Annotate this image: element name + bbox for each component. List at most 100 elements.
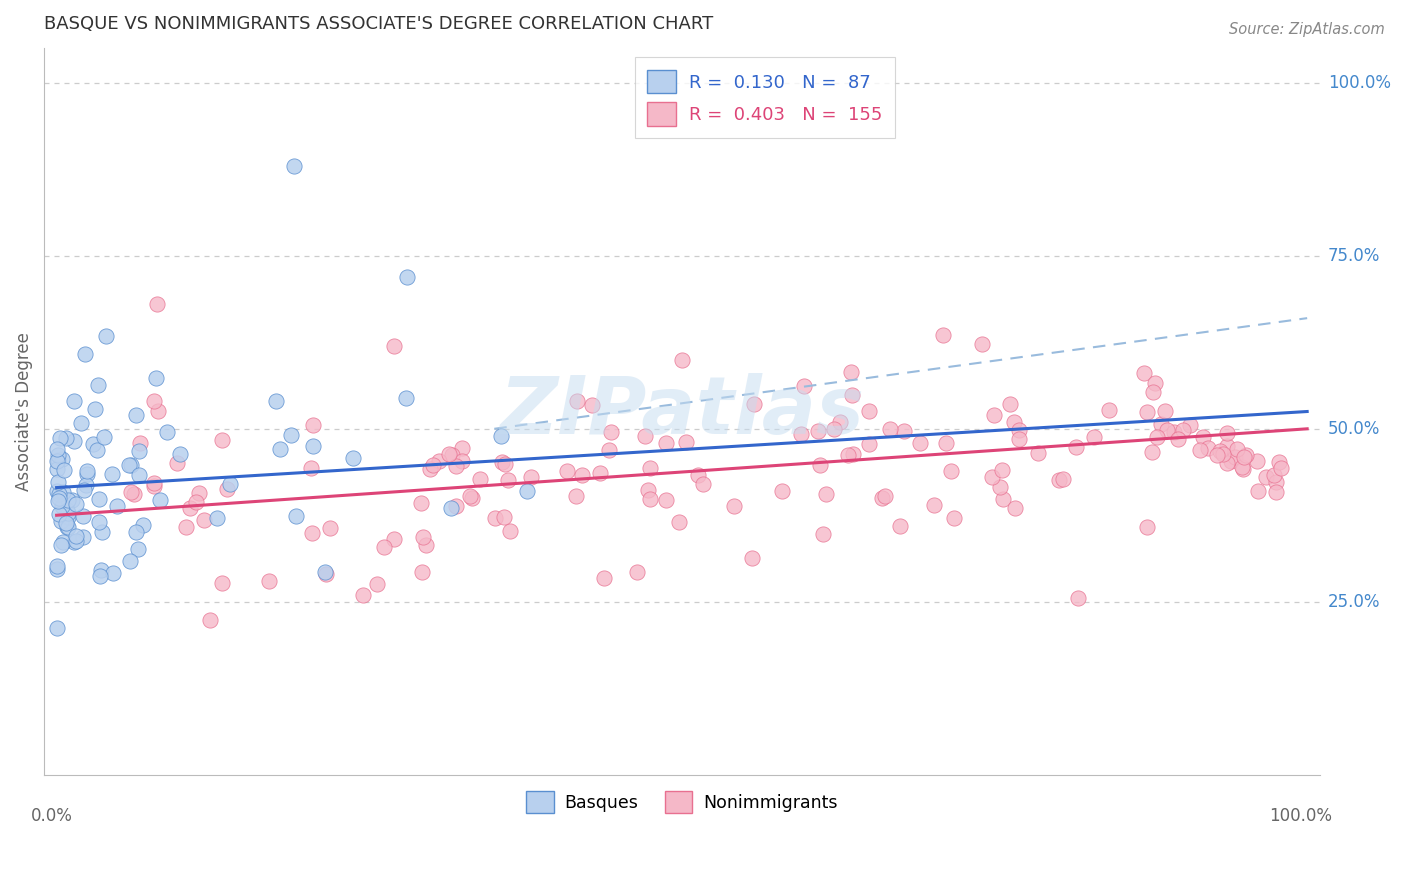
Point bbox=[841, 387, 863, 401]
Point bbox=[640, 460, 662, 475]
Point bbox=[87, 377, 110, 392]
Point bbox=[828, 415, 851, 429]
Point bbox=[342, 450, 364, 465]
Point bbox=[105, 499, 128, 513]
Point bbox=[125, 525, 148, 540]
Point bbox=[1246, 483, 1268, 498]
Point bbox=[198, 613, 221, 627]
Point bbox=[875, 489, 897, 503]
Point bbox=[63, 434, 86, 448]
Point bbox=[58, 506, 80, 520]
Point bbox=[565, 489, 588, 503]
Point bbox=[1156, 423, 1178, 437]
Text: 100.0%: 100.0% bbox=[1270, 807, 1333, 825]
Point bbox=[675, 435, 697, 450]
Point bbox=[980, 469, 1002, 483]
Point bbox=[120, 485, 142, 500]
Point bbox=[280, 428, 302, 442]
Point bbox=[48, 491, 70, 505]
Point bbox=[49, 514, 72, 528]
Point bbox=[1216, 456, 1239, 470]
Point bbox=[922, 498, 945, 512]
Point bbox=[1270, 461, 1292, 475]
Point bbox=[808, 458, 831, 473]
Point bbox=[1163, 425, 1185, 440]
Point bbox=[411, 496, 433, 510]
Point bbox=[176, 520, 198, 534]
Point bbox=[56, 520, 79, 534]
Point bbox=[1083, 430, 1105, 444]
Point bbox=[45, 462, 67, 476]
Point bbox=[1254, 469, 1277, 483]
Point bbox=[186, 495, 208, 509]
Point bbox=[655, 493, 678, 508]
Point bbox=[1000, 397, 1022, 411]
Text: 25.0%: 25.0% bbox=[1329, 592, 1381, 611]
Point bbox=[118, 554, 141, 568]
Point bbox=[55, 432, 77, 446]
Point bbox=[45, 559, 67, 574]
Point bbox=[56, 503, 79, 517]
Point bbox=[86, 443, 108, 458]
Point bbox=[592, 571, 614, 585]
Text: Source: ZipAtlas.com: Source: ZipAtlas.com bbox=[1229, 22, 1385, 37]
Point bbox=[1191, 429, 1213, 443]
Point bbox=[1209, 443, 1232, 458]
Point bbox=[494, 457, 516, 471]
Point bbox=[72, 509, 94, 524]
Point bbox=[942, 511, 965, 525]
Point bbox=[73, 346, 96, 360]
Point bbox=[1008, 423, 1031, 437]
Text: 0.0%: 0.0% bbox=[31, 807, 73, 825]
Point bbox=[842, 447, 865, 461]
Point bbox=[145, 297, 167, 311]
Point bbox=[1206, 448, 1229, 462]
Point bbox=[53, 463, 76, 477]
Point bbox=[671, 352, 693, 367]
Point bbox=[65, 529, 87, 543]
Point bbox=[870, 491, 893, 505]
Point bbox=[1173, 423, 1195, 437]
Point bbox=[143, 394, 166, 409]
Point bbox=[382, 339, 405, 353]
Point bbox=[143, 479, 166, 493]
Point bbox=[122, 487, 145, 501]
Point bbox=[149, 493, 172, 508]
Point bbox=[1212, 447, 1234, 461]
Point bbox=[89, 568, 111, 582]
Point bbox=[146, 404, 169, 418]
Point bbox=[520, 470, 543, 484]
Point bbox=[45, 622, 67, 636]
Point bbox=[419, 461, 441, 475]
Point bbox=[51, 535, 73, 549]
Point bbox=[741, 551, 763, 566]
Text: 75.0%: 75.0% bbox=[1329, 247, 1381, 265]
Point bbox=[858, 437, 880, 451]
Point bbox=[634, 429, 657, 443]
Point bbox=[723, 499, 745, 513]
Point bbox=[48, 448, 70, 462]
Point bbox=[217, 483, 239, 497]
Point bbox=[600, 425, 623, 440]
Point bbox=[1002, 415, 1025, 429]
Point bbox=[858, 403, 880, 417]
Point bbox=[571, 467, 593, 482]
Point bbox=[1233, 450, 1256, 464]
Point bbox=[581, 398, 603, 412]
Point bbox=[893, 424, 915, 438]
Point bbox=[1064, 441, 1087, 455]
Point bbox=[450, 441, 472, 455]
Point bbox=[565, 393, 588, 408]
Point bbox=[302, 439, 325, 453]
Point bbox=[91, 524, 114, 539]
Point bbox=[315, 567, 337, 582]
Point bbox=[125, 408, 148, 422]
Point bbox=[589, 467, 612, 481]
Point bbox=[94, 328, 117, 343]
Point bbox=[1167, 432, 1189, 446]
Point bbox=[1142, 385, 1164, 400]
Point bbox=[145, 371, 167, 385]
Point bbox=[1180, 417, 1202, 432]
Point bbox=[128, 467, 150, 482]
Point bbox=[285, 509, 308, 524]
